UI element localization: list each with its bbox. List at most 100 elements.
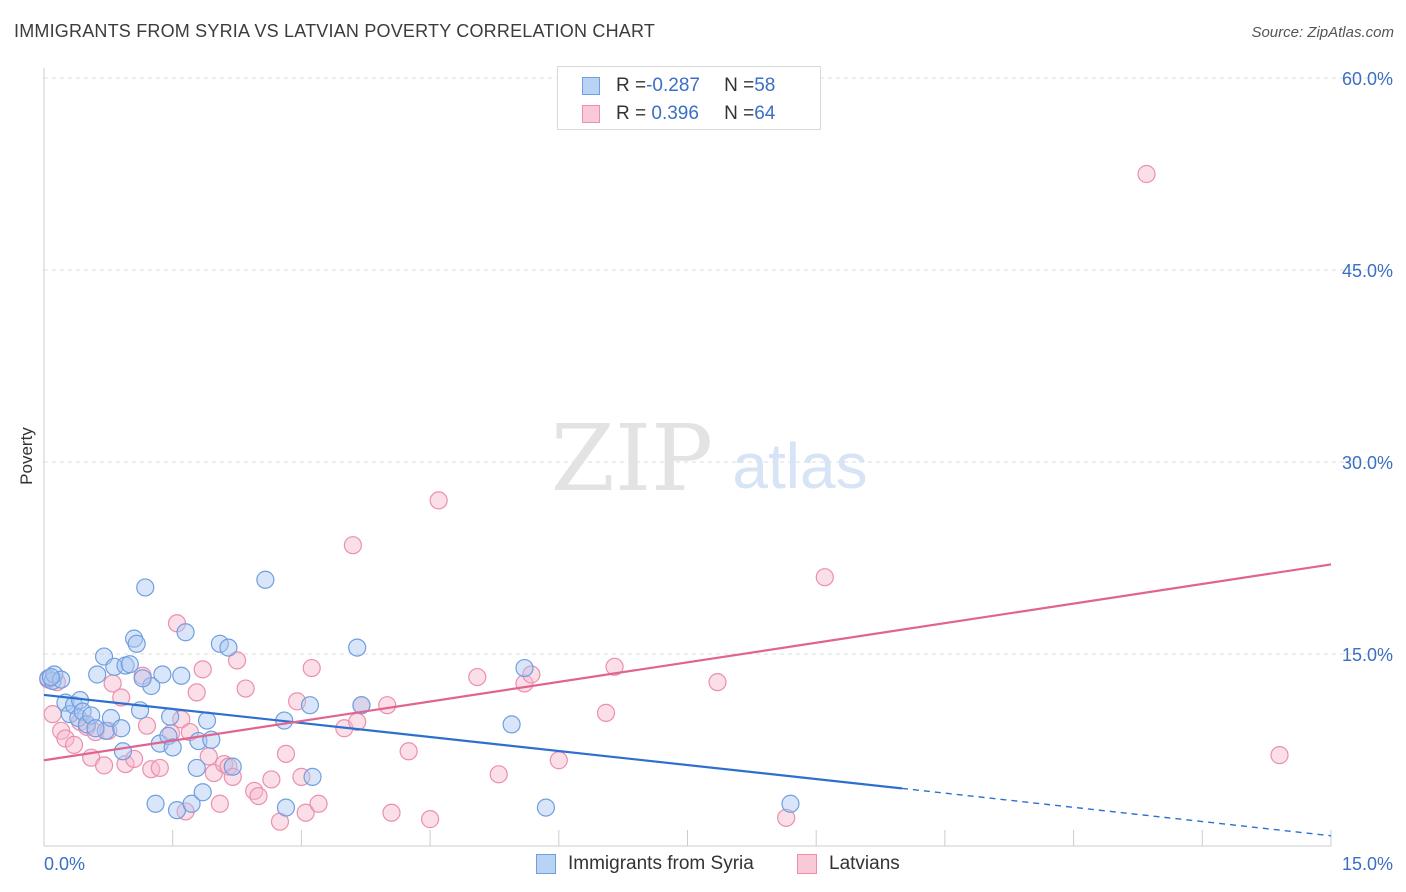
latvians-point — [605, 657, 624, 676]
latvians-legend-label: Latvians — [829, 853, 900, 874]
latvians-point — [210, 794, 229, 813]
latvians-point — [187, 683, 206, 702]
syria-point — [146, 794, 165, 813]
syria-legend-label: Immigrants from Syria — [568, 853, 754, 874]
latvians-point — [276, 744, 296, 763]
latvians-point — [708, 673, 727, 692]
trend-lines — [43, 563, 1332, 837]
y-tick-label: 30.0% — [1342, 453, 1393, 473]
latvians-swatch — [582, 105, 600, 123]
latvians-point — [596, 703, 616, 722]
latvians-points — [39, 164, 1289, 831]
syria-point — [136, 578, 155, 597]
latvians-point — [815, 568, 834, 587]
latvians-point — [296, 803, 315, 822]
latvians-point — [522, 665, 541, 684]
syria-point — [182, 794, 201, 813]
r-value: 0.396 — [646, 103, 699, 124]
latvians-point — [193, 660, 212, 679]
syria-point — [256, 570, 275, 589]
syria-point — [193, 783, 212, 802]
syria-point — [77, 715, 97, 734]
y-tick-label: 15.0% — [1342, 645, 1393, 665]
latvians-point — [421, 810, 440, 829]
n-value: 64 — [754, 103, 776, 124]
y-tick-label: 45.0% — [1342, 261, 1393, 281]
syria-point — [176, 623, 195, 642]
latvians-point — [64, 735, 84, 754]
watermark: ZIP atlas — [551, 405, 868, 512]
latvians-trend-line — [43, 563, 1332, 762]
y-tick-label: 60.0% — [1342, 69, 1393, 89]
latvians-point — [249, 786, 268, 806]
latvians-point — [343, 536, 362, 555]
latvians-point — [1270, 746, 1289, 765]
latvians-point — [219, 757, 238, 776]
syria-point — [781, 794, 800, 813]
syria-point — [127, 634, 146, 653]
latvians-point — [302, 658, 321, 678]
latvians-point — [94, 756, 114, 775]
syria-point — [124, 629, 144, 648]
latvians-point — [399, 742, 418, 761]
syria-point — [153, 665, 172, 684]
x-tick-label: 15.0% — [1342, 854, 1393, 874]
syria-legend-swatch — [536, 854, 556, 874]
axes — [43, 68, 1332, 847]
syria-point — [133, 669, 152, 688]
syria-point — [276, 798, 296, 817]
syria-point — [515, 658, 534, 678]
syria-point — [197, 711, 217, 730]
syria-point — [187, 758, 206, 778]
stats-row-syria: R = -0.287 N = 58 — [582, 73, 775, 99]
latvians-point — [112, 688, 131, 707]
syria-point — [41, 667, 60, 687]
syria-point — [352, 696, 371, 715]
latvians-point — [137, 716, 157, 735]
chart-title: IMMIGRANTS FROM SYRIA VS LATVIAN POVERTY… — [14, 21, 656, 41]
watermark-zip: ZIP — [551, 405, 713, 512]
watermark-atlas: atlas — [732, 430, 867, 502]
legend-item-latvians: Latvians — [797, 852, 900, 876]
source-credit: Source: ZipAtlas.com — [1251, 24, 1394, 41]
syria-point — [300, 696, 320, 715]
syria-point — [163, 738, 182, 757]
latvians-point — [1137, 164, 1156, 184]
syria-point — [52, 670, 71, 689]
x-tick-label: 0.0% — [44, 854, 85, 874]
syria-point — [172, 666, 191, 685]
syria-point — [120, 655, 139, 674]
syria-point — [161, 707, 180, 726]
n-value: 58 — [754, 75, 776, 96]
syria-point — [536, 798, 556, 817]
syria-trend-extension — [901, 787, 1332, 837]
n-label: N = — [724, 75, 755, 96]
syria-point — [88, 665, 107, 684]
stats-row-latvians: R = 0.396 N = 64 — [582, 101, 775, 127]
syria-point — [348, 638, 367, 657]
latvians-point — [468, 667, 487, 687]
r-label: R = — [616, 103, 647, 124]
latvians-legend-swatch — [797, 854, 817, 874]
syria-points — [39, 570, 800, 820]
r-value: -0.287 — [646, 75, 700, 96]
n-label: N = — [724, 103, 755, 124]
latvians-point — [378, 696, 397, 715]
syria-point — [210, 634, 229, 653]
latvians-point — [236, 679, 255, 698]
stats-legend: R = -0.287 N = 58 R = 0.396 N = 64 — [557, 66, 821, 130]
latvians-point — [429, 491, 448, 510]
gridlines — [44, 77, 1394, 655]
latvians-point — [227, 651, 247, 670]
syria-swatch — [582, 77, 600, 95]
syria-point — [113, 742, 133, 761]
legend-item-syria: Immigrants from Syria — [536, 852, 754, 876]
syria-point — [86, 719, 105, 738]
latvians-point — [309, 794, 328, 813]
syria-point — [223, 757, 242, 776]
latvians-point — [777, 808, 796, 827]
syria-point — [303, 767, 322, 786]
r-label: R = — [616, 75, 647, 96]
latvians-point — [150, 758, 169, 778]
